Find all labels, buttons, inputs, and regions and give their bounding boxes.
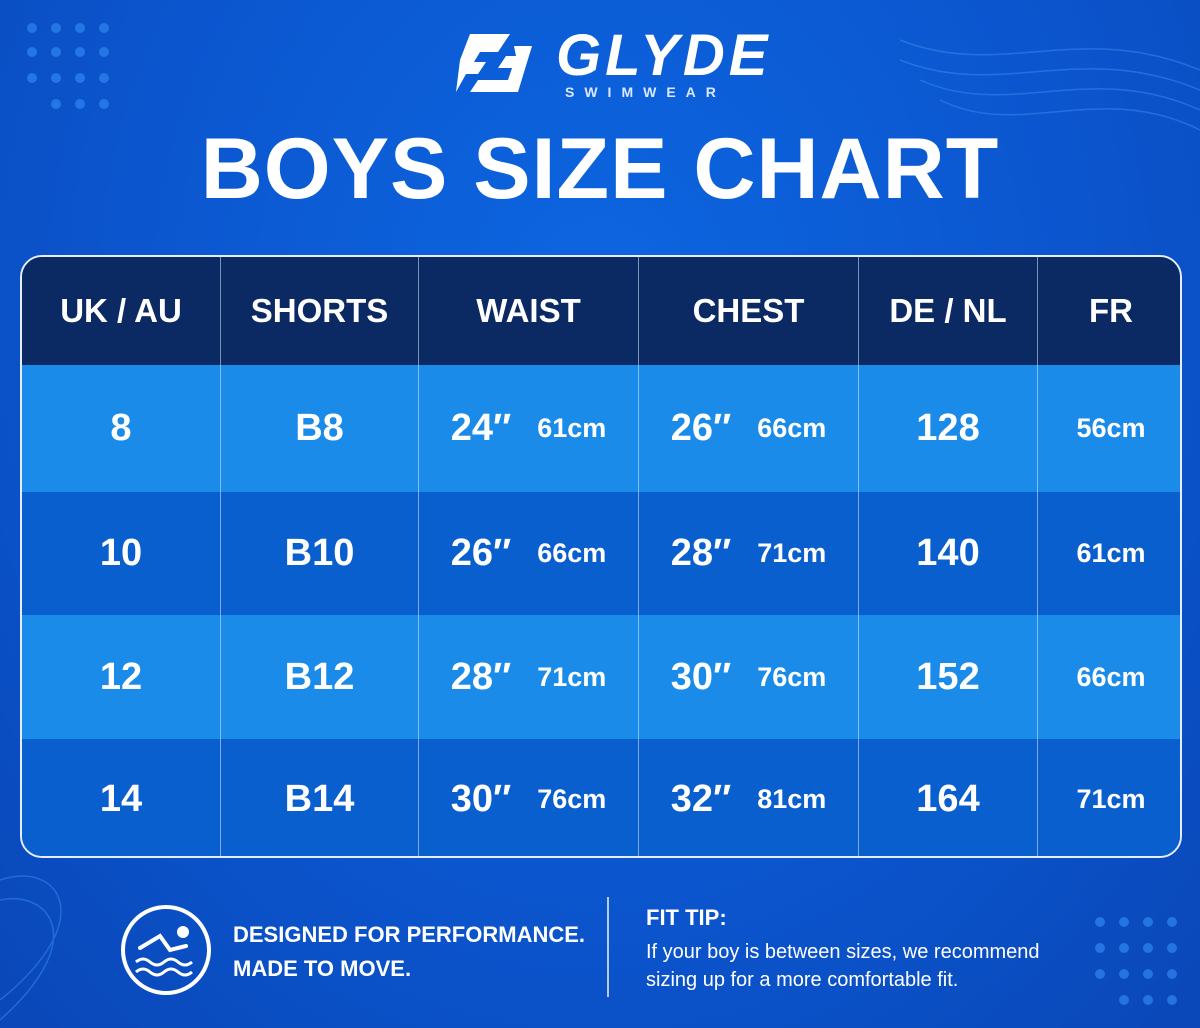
header-cell: UK / AU bbox=[22, 257, 221, 365]
table-cell: 128 bbox=[859, 365, 1038, 492]
inches: 26″ bbox=[670, 407, 732, 449]
divider bbox=[607, 897, 609, 997]
tip-text: If your boy is between sizes, we recomme… bbox=[646, 938, 1040, 994]
table-cell: 152 bbox=[859, 615, 1038, 739]
table-cell: 10 bbox=[22, 492, 221, 615]
slogan-line: MADE TO MOVE. bbox=[233, 956, 412, 981]
header-cell: CHEST bbox=[639, 257, 859, 365]
table-cell: 12 bbox=[22, 615, 221, 739]
table-cell: 164 bbox=[859, 739, 1038, 856]
tip-line: If your boy is between sizes, we recomme… bbox=[646, 941, 1040, 963]
brand-tagline: SWIMWEAR bbox=[565, 84, 726, 100]
centimeters: 81cm bbox=[757, 784, 827, 814]
centimeters: 61cm bbox=[537, 413, 607, 443]
measure-cell: 26″ 66cm bbox=[639, 365, 859, 492]
slogan: DESIGNED FOR PERFORMANCE. MADE TO MOVE. bbox=[233, 918, 585, 986]
table-cell: 66cm bbox=[1038, 615, 1180, 739]
brand-name: GLYDE bbox=[556, 23, 772, 88]
centimeters: 66cm bbox=[537, 538, 607, 568]
table-cell: 56cm bbox=[1038, 365, 1180, 492]
header-cell: SHORTS bbox=[221, 257, 419, 365]
table-cell: B8 bbox=[221, 365, 419, 492]
measure-cell: 32″ 81cm bbox=[639, 739, 859, 856]
table-cell: 61cm bbox=[1038, 492, 1180, 615]
size-table: UK / AU SHORTS WAIST CHEST DE / NL FR 8 B8 24″ 61… bbox=[20, 255, 1182, 858]
tip-title: FIT TIP: bbox=[646, 905, 727, 930]
inches: 32″ bbox=[670, 778, 732, 820]
centimeters: 71cm bbox=[757, 538, 827, 568]
table-cell: 71cm bbox=[1038, 739, 1180, 856]
centimeters: 71cm bbox=[537, 661, 607, 692]
measure-cell: 26″ 66cm bbox=[419, 492, 639, 615]
inches: 28″ bbox=[670, 532, 732, 574]
title: BOYS SIZE CHART bbox=[200, 121, 1000, 217]
inches: 24″ bbox=[450, 407, 512, 449]
centimeters: 76cm bbox=[537, 784, 607, 814]
measure-cell: 24″ 61cm bbox=[419, 365, 639, 492]
measure-cell: 28″ 71cm bbox=[419, 615, 639, 739]
measure-cell: 28″ 71cm bbox=[639, 492, 859, 615]
measure-cell: 30″ 76cm bbox=[419, 739, 639, 856]
header-cell: WAIST bbox=[419, 257, 639, 365]
measure-cell: 30″ 76cm bbox=[639, 615, 859, 739]
swimmer-icon bbox=[121, 905, 211, 995]
inches: 28″ bbox=[450, 655, 512, 698]
centimeters: 76cm bbox=[757, 661, 827, 692]
slogan-line: DESIGNED FOR PERFORMANCE. bbox=[233, 922, 586, 947]
header-cell: FR bbox=[1038, 257, 1180, 365]
table-cell: 140 bbox=[859, 492, 1038, 615]
table-cell: 8 bbox=[22, 365, 221, 492]
header-cell: DE / NL bbox=[859, 257, 1038, 365]
centimeters: 66cm bbox=[757, 413, 827, 443]
inches: 26″ bbox=[450, 532, 512, 574]
table-cell: 14 bbox=[22, 739, 221, 856]
inches: 30″ bbox=[670, 655, 732, 698]
table-cell: B14 bbox=[221, 739, 419, 856]
inches: 30″ bbox=[450, 778, 512, 820]
logo-mark bbox=[456, 34, 532, 92]
tip-line: sizing up for a more comfortable fit. bbox=[646, 969, 959, 991]
table-cell: B10 bbox=[221, 492, 419, 615]
table-cell: B12 bbox=[221, 615, 419, 739]
